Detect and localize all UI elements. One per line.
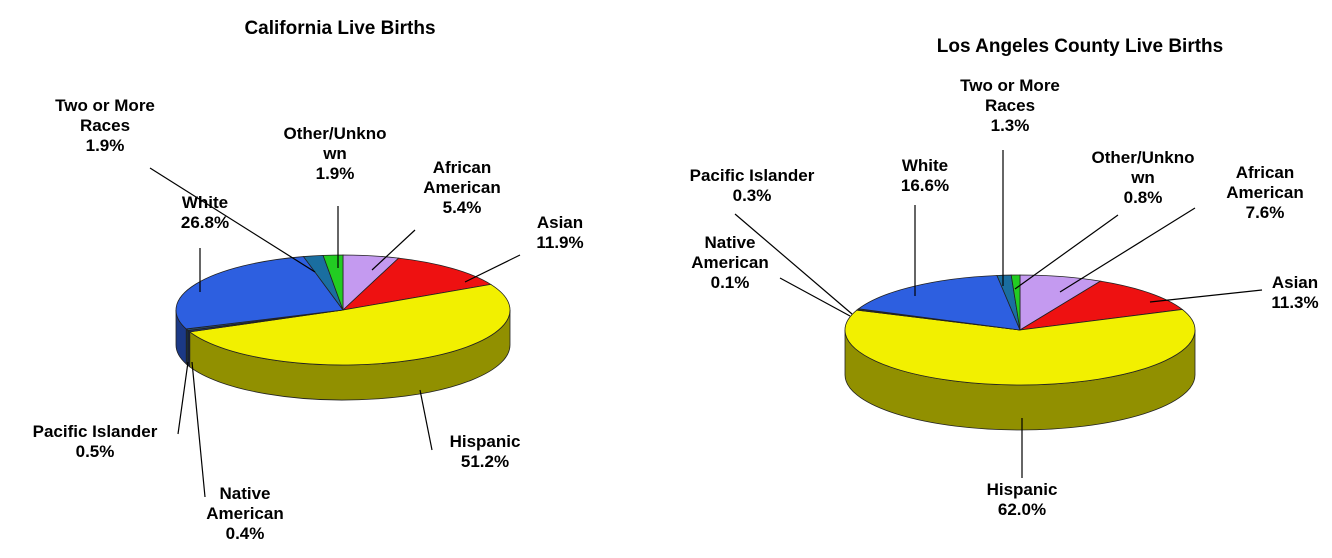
- slice: [1010, 274, 1021, 331]
- slice-label: Asian 11.9%: [520, 213, 600, 253]
- value-label: 51.2%: [460, 452, 510, 471]
- category-label: Other/Unknown: [283, 124, 387, 163]
- category-label: Pacific Islander: [32, 422, 158, 441]
- value-label: 5.4%: [442, 198, 482, 217]
- slice: [322, 254, 344, 311]
- value-label: 0.1%: [710, 273, 750, 292]
- slice-label: Native American 0.4%: [190, 484, 300, 544]
- value-label: 26.8%: [180, 213, 230, 232]
- slice-label: African American 7.6%: [1210, 163, 1320, 223]
- value-label: 7.6%: [1245, 203, 1285, 222]
- slice-label: White 16.6%: [885, 156, 965, 196]
- leader-line: [779, 277, 851, 317]
- category-label: Hispanic: [449, 432, 521, 451]
- slice: [844, 309, 1196, 386]
- slice-label: White 26.8%: [165, 193, 245, 233]
- category-label: Native American: [206, 484, 284, 523]
- category-label: Two or More Races: [960, 76, 1060, 115]
- category-label: Pacific Islander: [689, 166, 815, 185]
- leader-line: [464, 254, 521, 283]
- value-label: 0.8%: [1123, 188, 1163, 207]
- leader-line: [149, 167, 316, 273]
- leader-line: [371, 229, 416, 271]
- slice-label: Hispanic 62.0%: [972, 480, 1072, 520]
- leader-line: [734, 213, 853, 315]
- category-label: Asian: [1271, 273, 1319, 292]
- value-label: 0.4%: [225, 524, 265, 543]
- category-label: Asian: [536, 213, 584, 232]
- chart-title: California Live Births: [244, 18, 436, 39]
- leader-line: [1149, 289, 1263, 303]
- leader-line: [191, 361, 206, 498]
- value-label: 0.3%: [732, 186, 772, 205]
- slice: [1019, 280, 1184, 331]
- leader-line: [1014, 214, 1119, 290]
- slice-label: African American 5.4%: [407, 158, 517, 218]
- value-label: 0.5%: [75, 442, 115, 461]
- slice-label: Other/Unknown 0.8%: [1091, 148, 1195, 208]
- value-label: 1.3%: [990, 116, 1030, 135]
- slice: [857, 275, 1021, 331]
- slice: [188, 283, 511, 366]
- slice-label: Asian 11.3%: [1255, 273, 1332, 313]
- value-label: 11.9%: [536, 233, 584, 252]
- value-label: 11.3%: [1271, 293, 1319, 312]
- category-label: Native American: [691, 233, 769, 272]
- slice: [175, 256, 344, 330]
- slice: [341, 257, 492, 311]
- leader-line: [1059, 207, 1196, 293]
- category-label: White: [901, 156, 949, 175]
- leader-line: [177, 361, 189, 435]
- value-label: 16.6%: [900, 176, 950, 195]
- category-label: African American: [1226, 163, 1304, 202]
- slice-label: Other/Unknown 1.9%: [283, 124, 387, 184]
- value-label: 62.0%: [997, 500, 1047, 519]
- value-label: 1.9%: [85, 136, 125, 155]
- slice-label: Two or More Races 1.3%: [950, 76, 1070, 136]
- category-label: Two or More Races: [55, 96, 155, 135]
- category-label: Hispanic: [986, 480, 1058, 499]
- slice-label: Pacific Islander 0.5%: [10, 422, 180, 462]
- slice-label: Native American 0.1%: [675, 233, 785, 293]
- slice-label: Pacific Islander 0.3%: [667, 166, 837, 206]
- leader-line: [419, 389, 433, 451]
- value-label: 1.9%: [315, 164, 355, 183]
- category-label: African American: [423, 158, 501, 197]
- category-label: Other/Unknown: [1091, 148, 1195, 187]
- category-label: White: [181, 193, 229, 212]
- chart-title: Los Angeles County Live Births: [936, 36, 1224, 57]
- slice-label: Hispanic 51.2%: [435, 432, 535, 472]
- slice-label: Two or More Races 1.9%: [45, 96, 165, 156]
